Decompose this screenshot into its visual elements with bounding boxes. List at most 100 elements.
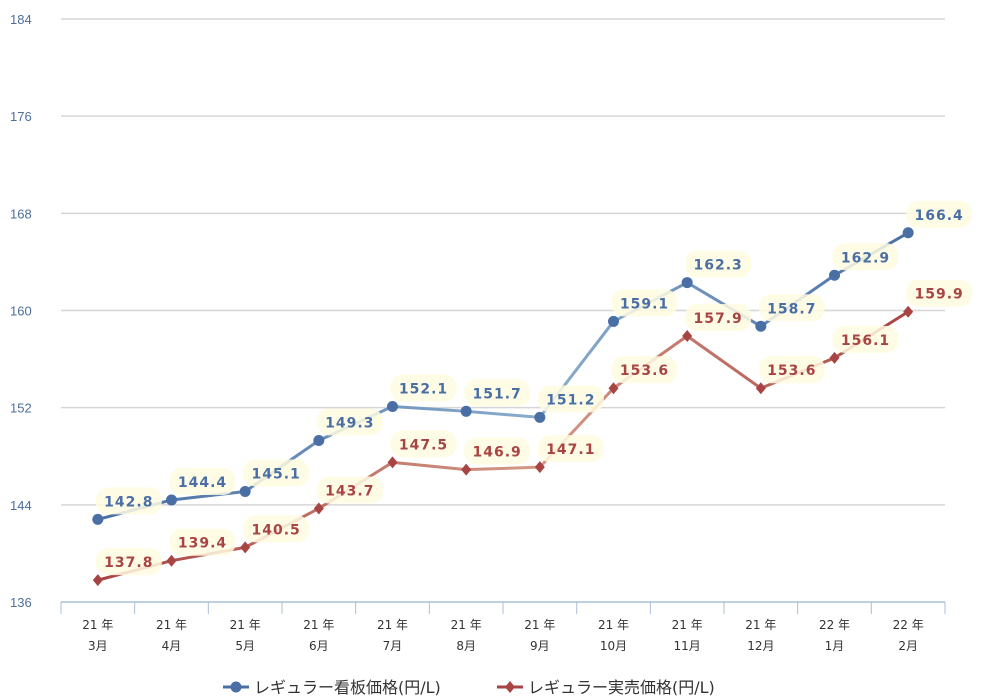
data-point-diamond <box>313 502 324 515</box>
data-label-background <box>906 200 973 228</box>
data-label-background <box>169 528 236 556</box>
data-label-background <box>537 385 604 413</box>
data-label-background <box>243 515 310 543</box>
data-label: 143.7 <box>325 483 374 499</box>
data-label-background <box>316 408 383 436</box>
data-label: 146.9 <box>473 445 522 461</box>
legend-marker-diamond <box>505 681 515 693</box>
x-tick-label-month: 7月 <box>383 639 403 653</box>
data-label-background <box>464 379 531 407</box>
data-label-background <box>95 548 162 576</box>
data-point-circle <box>681 277 693 289</box>
y-tick-label: 160 <box>10 304 32 319</box>
data-point-diamond <box>829 351 840 364</box>
data-label: 151.2 <box>546 392 595 408</box>
x-tick-label-year: 21 年 <box>377 618 408 632</box>
x-tick-label-year: 22 年 <box>819 618 850 632</box>
x-tick-label-year: 21 年 <box>745 618 776 632</box>
data-point-circle <box>92 513 104 525</box>
data-label-background <box>390 430 457 458</box>
data-label-background <box>537 435 604 463</box>
legend-item-1[interactable]: レギュラー看板価格(円/L) <box>223 678 441 697</box>
data-label-background <box>95 487 162 515</box>
x-tick-label-month: 3月 <box>88 639 108 653</box>
y-tick-label: 176 <box>10 109 32 124</box>
data-label: 144.4 <box>178 475 227 491</box>
data-labels: 142.8 144.4 145.1 149.3 152.1 151.7 151.2 159.1… <box>95 200 973 576</box>
data-label: 147.5 <box>399 437 448 453</box>
data-point-diamond <box>608 382 619 395</box>
x-tick-label-year: 21 年 <box>82 618 113 632</box>
x-tick-label-month: 1月 <box>825 639 845 653</box>
x-tick-label-month: 10月 <box>600 639 627 653</box>
data-label: 149.3 <box>325 415 374 431</box>
data-label-background <box>832 325 899 353</box>
x-tick-label-month: 2月 <box>898 639 918 653</box>
data-label: 147.1 <box>546 442 595 458</box>
y-tick-label: 144 <box>10 498 32 513</box>
y-tick-label: 152 <box>10 401 32 416</box>
data-label-background <box>832 243 899 271</box>
data-label: 156.1 <box>841 333 890 349</box>
x-tick-label-month: 6月 <box>309 639 329 653</box>
x-tick-label-year: 21 年 <box>524 618 555 632</box>
y-tick-label: 184 <box>10 12 32 27</box>
data-label-background <box>758 356 825 384</box>
data-point-circle <box>829 269 840 281</box>
x-tick-label-month: 11月 <box>674 639 701 653</box>
data-point-circle <box>755 320 767 332</box>
data-label: 151.7 <box>473 386 522 402</box>
data-label: 145.1 <box>252 466 301 482</box>
data-label: 139.4 <box>178 536 227 552</box>
data-point-diamond <box>534 461 545 474</box>
data-label: 140.5 <box>252 522 301 538</box>
data-label-background <box>316 476 383 504</box>
data-label: 162.3 <box>694 258 743 274</box>
data-point-circle <box>239 485 251 497</box>
data-label: 142.8 <box>104 494 153 510</box>
data-label: 162.9 <box>841 250 890 266</box>
data-label-background <box>243 459 310 487</box>
data-point-circle <box>313 434 325 446</box>
x-tick-label-year: 21 年 <box>303 618 334 632</box>
data-point-circle <box>166 494 177 506</box>
data-point-circle <box>460 405 472 417</box>
data-point-diamond <box>166 554 177 567</box>
x-tick-label-month: 12月 <box>747 639 774 653</box>
x-tick-label-month: 8月 <box>456 639 476 653</box>
data-label-background <box>685 304 752 332</box>
data-label: 152.1 <box>399 381 448 397</box>
data-point-diamond <box>387 456 398 469</box>
legend-item-2[interactable]: レギュラー実売価格(円/L) <box>497 678 715 697</box>
legend[interactable]: レギュラー看板価格(円/L) レギュラー実売価格(円/L) <box>223 678 715 697</box>
grid-lines <box>61 18 945 506</box>
data-point-diamond <box>682 330 693 343</box>
legend-label: レギュラー看板価格(円/L) <box>254 678 441 697</box>
data-label-background <box>464 437 531 465</box>
data-label-background <box>611 289 678 317</box>
data-point-diamond <box>903 305 914 318</box>
data-point-diamond <box>92 574 103 587</box>
data-label: 137.8 <box>104 555 153 571</box>
data-label-background <box>611 356 678 384</box>
data-point-circle <box>534 411 546 423</box>
data-label-background <box>758 294 825 322</box>
x-tick-label-month: 4月 <box>162 639 182 653</box>
data-point-circle <box>902 227 914 239</box>
x-tick-label-month: 9月 <box>530 639 550 653</box>
x-tick-label-year: 22 年 <box>893 618 924 632</box>
x-axis: 21 年 3月 21 年 4月 21 年 5月 21 年 6月 21 年 7月 21 年 8月 21 年… <box>60 601 946 653</box>
data-label: 159.1 <box>620 296 669 312</box>
data-label: 158.7 <box>767 301 816 317</box>
data-point-circle <box>387 400 398 412</box>
y-axis: 136 144 152 160 168 176 184 <box>10 12 32 610</box>
x-tick-label-year: 21 年 <box>451 618 482 632</box>
legend-label: レギュラー実売価格(円/L) <box>528 678 715 697</box>
data-label-background <box>906 279 973 307</box>
data-point-circle <box>608 315 619 327</box>
y-tick-label: 136 <box>10 595 32 610</box>
data-point-diamond <box>461 463 472 476</box>
x-tick-label-month: 5月 <box>235 639 255 653</box>
x-tick-label-year: 21 年 <box>598 618 629 632</box>
data-label: 153.6 <box>767 363 816 379</box>
